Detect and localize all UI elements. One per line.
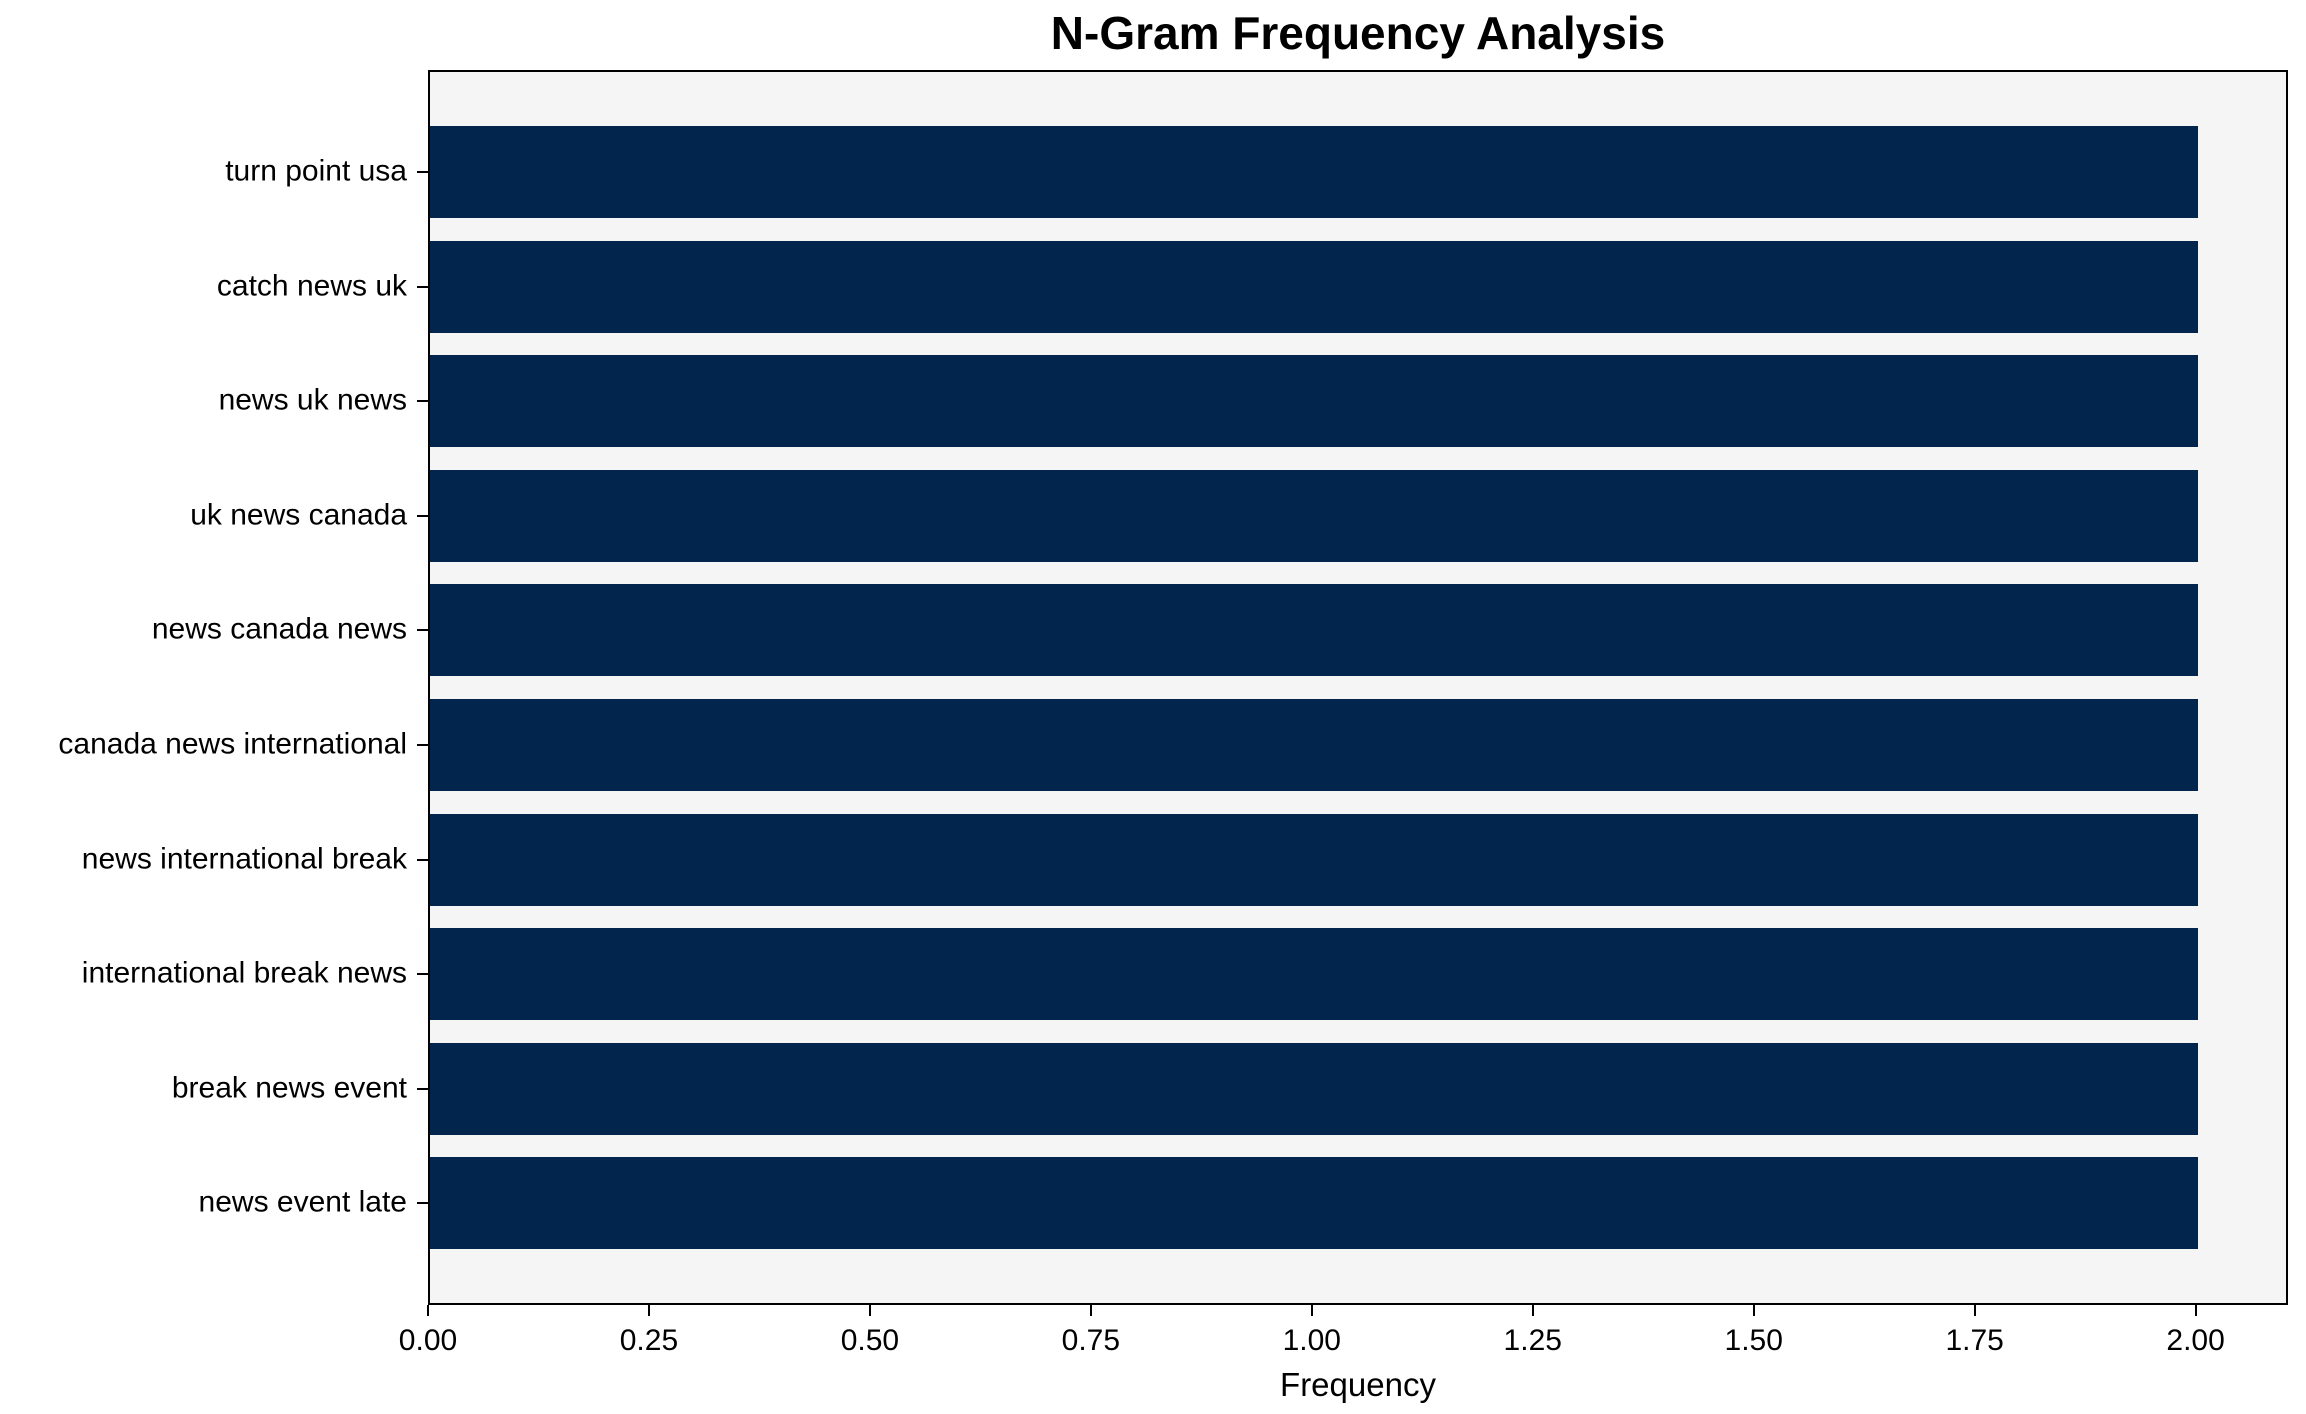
bar-canada-news-international bbox=[430, 699, 2198, 791]
x-tick-label: 1.00 bbox=[1282, 1324, 1341, 1357]
bar-international-break-news bbox=[430, 928, 2198, 1021]
y-tick-mark bbox=[417, 171, 428, 173]
x-tick-mark bbox=[1973, 1305, 1976, 1316]
bar-news-event-late bbox=[430, 1157, 2198, 1250]
x-tick-label: 1.25 bbox=[1503, 1324, 1562, 1357]
y-tick-mark bbox=[417, 973, 428, 976]
chart-title: N-Gram Frequency Analysis bbox=[1050, 7, 1666, 59]
y-tick-mark bbox=[417, 629, 428, 632]
y-tick-mark bbox=[417, 858, 428, 861]
y-tick-label: break news event bbox=[171, 1071, 407, 1105]
bar-news-canada-news bbox=[430, 584, 2198, 677]
x-tick-mark bbox=[1310, 1305, 1313, 1316]
x-tick-mark bbox=[1089, 1305, 1092, 1316]
y-tick-mark bbox=[417, 285, 428, 288]
x-tick-label: 0.75 bbox=[1061, 1324, 1121, 1357]
y-tick-label: news canada news bbox=[151, 612, 407, 646]
bar-break-news-event bbox=[430, 1042, 2198, 1135]
y-tick-label: news event late bbox=[198, 1185, 407, 1219]
y-tick-label: uk news canada bbox=[190, 498, 407, 532]
x-axis-label: Frequency bbox=[1280, 1366, 1436, 1403]
y-tick-label: canada news international bbox=[58, 727, 407, 761]
x-tick-label: 0.25 bbox=[619, 1324, 679, 1357]
x-tick-mark bbox=[427, 1305, 429, 1316]
y-tick-label: news uk news bbox=[218, 383, 407, 417]
x-tick-mark bbox=[647, 1305, 650, 1316]
x-tick-mark bbox=[2194, 1305, 2197, 1316]
y-tick-mark bbox=[417, 514, 428, 517]
bar-news-international-break bbox=[430, 813, 2198, 906]
y-tick-label: international break news bbox=[81, 956, 407, 990]
bar-catch-news-uk bbox=[430, 240, 2198, 333]
y-tick-mark bbox=[417, 400, 428, 403]
x-tick-mark bbox=[1531, 1305, 1534, 1316]
x-tick-label: 0.50 bbox=[840, 1324, 900, 1357]
bar-uk-news-canada bbox=[430, 469, 2198, 562]
x-tick-label: 0.00 bbox=[398, 1324, 458, 1357]
bar-news-uk-news bbox=[430, 355, 2198, 448]
x-tick-label: 2.00 bbox=[2166, 1324, 2225, 1357]
y-tick-label: catch news uk bbox=[216, 268, 407, 302]
y-tick-label: turn point usa bbox=[225, 154, 407, 188]
x-tick-mark bbox=[868, 1305, 871, 1316]
y-tick-label: news international break bbox=[81, 841, 407, 875]
bar-turn-point-usa bbox=[430, 126, 2198, 218]
y-tick-mark bbox=[417, 744, 428, 746]
x-tick-mark bbox=[1752, 1305, 1755, 1316]
x-tick-label: 1.50 bbox=[1724, 1324, 1783, 1357]
y-tick-mark bbox=[417, 1087, 428, 1090]
y-tick-mark bbox=[417, 1202, 428, 1205]
x-tick-label: 1.75 bbox=[1945, 1324, 2004, 1357]
